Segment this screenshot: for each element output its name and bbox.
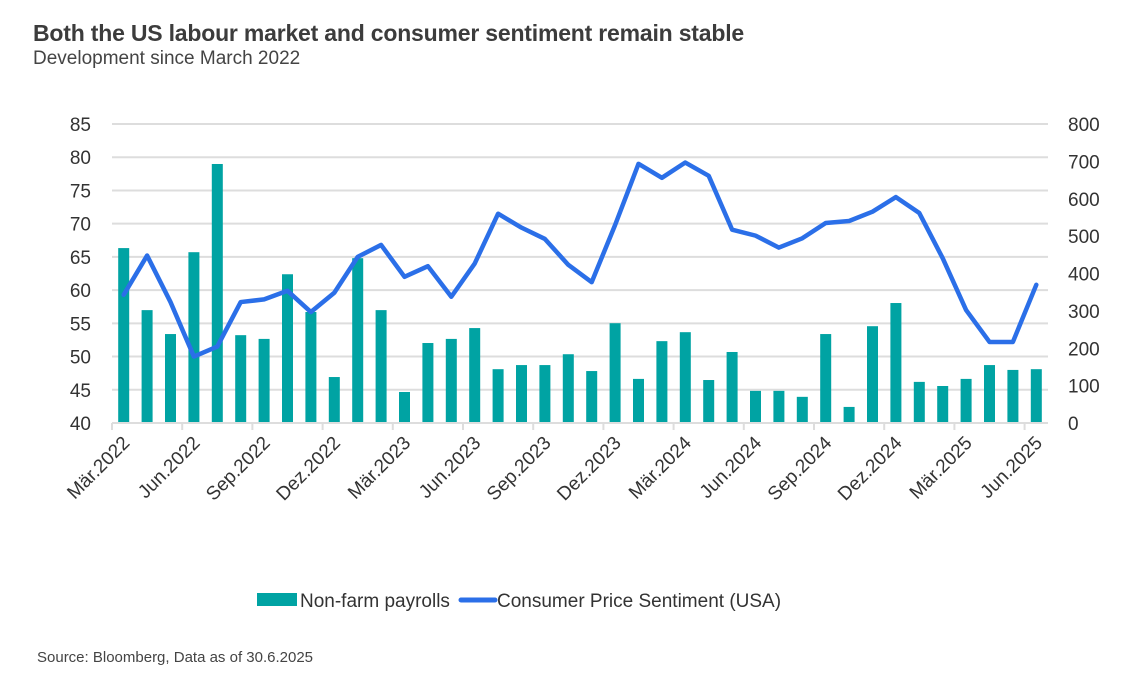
bar [890,303,902,423]
bar [773,390,785,423]
bar [843,406,855,423]
bar [165,334,176,423]
x-tick-label: Dez.2024 [834,432,907,505]
bar-series [118,163,1042,423]
bar [913,381,925,423]
right-tick-label: 800 [1068,115,1100,136]
left-tick-label: 85 [70,115,91,136]
bar [469,328,481,423]
left-tick-label: 65 [70,248,91,269]
bar [258,338,270,423]
bar [656,341,668,423]
legend-label-bars: Non-farm payrolls [300,591,450,612]
legend-swatch-bars [257,593,297,606]
bar [211,163,223,423]
bar [562,354,574,423]
sentiment-line [121,160,1039,359]
right-tick-label: 200 [1068,339,1100,360]
bar [282,274,293,423]
right-tick-label: 100 [1068,377,1100,398]
x-tick-label: Mär.2022 [63,433,134,504]
x-tick-label: Dez.2023 [553,433,625,505]
bar [820,334,832,423]
left-tick-label: 60 [70,281,91,302]
bar [305,311,317,423]
right-tick-label: 600 [1068,190,1100,211]
bar [1030,369,1042,423]
left-tick-label: 40 [70,414,91,435]
bar [867,326,878,423]
line-series [121,160,1039,359]
x-tick-label: Sep.2023 [483,433,555,505]
x-tick-label: Jun.2025 [977,433,1047,503]
chart-subtitle: Development since March 2022 [33,48,301,69]
bar [539,365,551,423]
right-tick-label: 300 [1068,302,1100,323]
bar [188,252,200,423]
x-tick-label: Dez.2022 [273,433,345,505]
bar [235,335,247,423]
bar [679,332,691,423]
bar [1007,369,1019,423]
left-tick-label: 70 [70,215,91,236]
bar [984,365,995,423]
x-tick-label: Mär.2023 [344,433,415,504]
bar [750,390,761,423]
bar [796,396,808,423]
bar [586,371,598,423]
source-note: Source: Bloomberg, Data as of 30.6.2025 [37,649,314,666]
right-tick-label: 500 [1068,227,1100,248]
x-tick-label: Sep.2022 [202,433,274,505]
left-tick-label: 55 [70,314,91,335]
left-tick-label: 80 [70,148,91,169]
x-tick-label: Jun.2023 [415,433,485,503]
x-tick-label: Mär.2024 [625,432,696,503]
bar [445,338,457,423]
right-tick-label: 700 [1068,152,1100,173]
x-tick-label: Jun.2024 [696,432,766,502]
x-tick-label: Mär.2025 [906,433,977,504]
bar [375,310,387,423]
bar [703,380,715,423]
legend: Non-farm payrolls Consumer Price Sentime… [257,591,781,612]
bar [352,258,364,423]
right-tick-label: 400 [1068,265,1100,286]
bar [726,351,738,423]
chart-title: Both the US labour market and consumer s… [33,20,744,46]
x-tick-label: Sep.2024 [764,432,837,505]
bar [141,310,153,423]
bar [516,365,527,423]
left-tick-label: 75 [70,181,91,202]
bar [937,385,949,423]
bar [960,378,972,423]
bar [609,323,621,423]
left-tick-label: 45 [70,381,91,402]
bar [422,343,434,423]
bar [633,378,644,423]
bar [399,391,410,423]
gridlines [112,123,1048,391]
bar [492,369,504,423]
bar [328,377,340,423]
left-y-axis: 40 45 50 55 60 65 70 75 80 85 [70,115,91,435]
x-tick-label: Jun.2022 [134,433,204,503]
right-y-axis: 0 100 200 300 400 500 600 700 800 [1068,115,1100,435]
bar [118,248,130,423]
left-tick-label: 50 [70,348,91,369]
right-tick-label: 0 [1068,414,1079,435]
legend-label-line: Consumer Price Sentiment (USA) [497,591,781,612]
